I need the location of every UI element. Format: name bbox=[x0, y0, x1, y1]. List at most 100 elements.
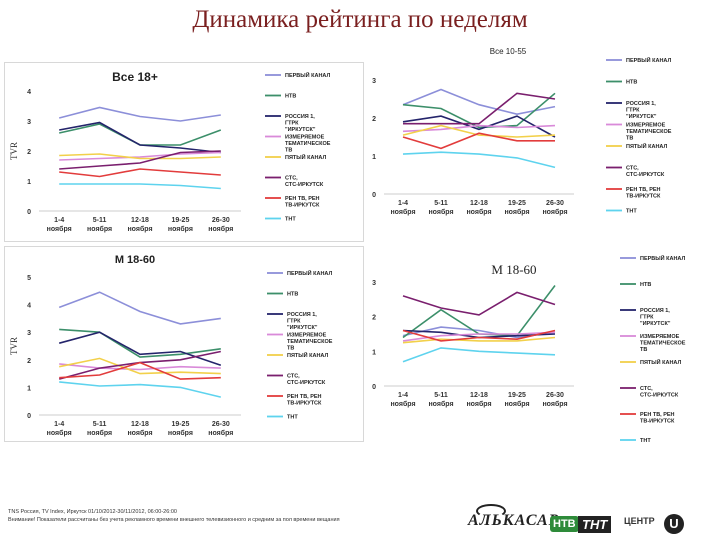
legend-label: НТВ bbox=[287, 292, 298, 298]
series-line bbox=[59, 357, 221, 375]
legend-label: ИЗМЕРЯЕМОЕ ТЕМАТИЧЕСКОЕ ТВ bbox=[640, 334, 686, 353]
series-line bbox=[403, 92, 556, 125]
series-line bbox=[402, 336, 556, 344]
legend-label: НТВ bbox=[626, 80, 637, 86]
x-tick-label: 12-18 ноября bbox=[466, 200, 491, 216]
y-axis-label: TVR bbox=[9, 337, 19, 355]
chart-title: Все 10-55 bbox=[490, 47, 527, 56]
y-tick-label: 0 bbox=[372, 192, 376, 199]
series-line bbox=[402, 291, 556, 316]
x-tick-label: 5-11 ноября bbox=[428, 392, 453, 408]
legend-label: ТНТ bbox=[626, 209, 637, 215]
y-tick-label: 2 bbox=[27, 149, 31, 156]
y-tick-label: 1 bbox=[27, 385, 31, 392]
x-tick-label: 19-25 ноября bbox=[168, 421, 193, 437]
x-tick-label: 26-30 ноября bbox=[542, 200, 567, 216]
alkasar-logo: АЛЬКАСАР bbox=[468, 504, 559, 530]
series-line bbox=[402, 124, 556, 133]
series-line bbox=[59, 328, 221, 358]
page-title: Динамика рейтинга по неделям bbox=[192, 6, 528, 33]
series-line bbox=[402, 115, 556, 138]
source-note: TNS Россия, TV Index, Иркутск 01/10/2012… bbox=[8, 509, 340, 523]
x-tick-label: 5-11 ноября bbox=[87, 217, 112, 233]
legend-label: ПЯТЫЙ КАНАЛ bbox=[287, 351, 328, 359]
chart-all-10-55: Все 10-55 TVR 0 1 2 3 1-4 ноября 5-11 ноября 12-18… bbox=[362, 42, 716, 232]
y-axis-label: TVR bbox=[362, 128, 364, 146]
legend-label: СТС, СТС-ИРКУТСК bbox=[287, 374, 326, 387]
series-line bbox=[58, 291, 221, 325]
chart-svg: М 18-60 TVR 0 1 2 3 1-4 ноября 5-11 ноября 12-18 но… bbox=[362, 254, 686, 444]
series-line bbox=[59, 123, 222, 146]
chart-title: Все 18+ bbox=[112, 70, 158, 84]
x-tick-label: 19-25 ноября bbox=[504, 200, 529, 216]
legend-label: НТВ bbox=[285, 94, 296, 100]
chart-m-18-60-left: М 18-60 TVR 0 1 2 3 4 5 1-4 ноября 5-11 ноября 12-18… bbox=[4, 246, 364, 442]
legend-label: ПЕРВЫЙ КАНАЛ bbox=[285, 71, 330, 79]
y-tick-label: 1 bbox=[372, 154, 376, 161]
series-line bbox=[59, 168, 221, 178]
legend-label: СТС, СТС-ИРКУТСК bbox=[626, 166, 665, 179]
x-tick-label: 26-30 ноября bbox=[208, 421, 233, 437]
series-line bbox=[59, 363, 221, 371]
series-line bbox=[59, 183, 221, 190]
chart-title: М 18-60 bbox=[491, 262, 536, 277]
x-tick-label: 1-4 ноября bbox=[47, 217, 72, 233]
y-tick-label: 2 bbox=[372, 315, 376, 322]
chart-svg: Все 18+ TVR 0 1 2 3 4 1-4 ноября 5-11 ноября 12-18 н… bbox=[9, 70, 331, 233]
legend-label: ИЗМЕРЯЕМОЕ ТЕМАТИЧЕСКОЕ ТВ bbox=[285, 135, 331, 154]
legend-label: РЕН ТВ, РЕН ТВ-ИРКУТСК bbox=[640, 412, 675, 425]
y-tick-label: 3 bbox=[27, 330, 31, 337]
legend-label: ПЕРВЫЙ КАНАЛ bbox=[626, 56, 671, 64]
x-tick-label: 1-4 ноября bbox=[390, 200, 415, 216]
y-tick-label: 2 bbox=[372, 116, 376, 123]
y-tick-label: 3 bbox=[27, 119, 31, 126]
series-line bbox=[59, 150, 221, 170]
y-tick-label: 0 bbox=[27, 413, 31, 420]
legend-label: РЕН ТВ, РЕН ТВ-ИРКУТСК bbox=[285, 196, 320, 209]
tnt-logo: ТНТ bbox=[578, 516, 612, 533]
y-tick-label: 4 bbox=[27, 89, 31, 96]
y-tick-label: 0 bbox=[372, 384, 376, 391]
legend-label: ТНТ bbox=[285, 217, 296, 223]
series-line bbox=[59, 381, 221, 398]
series-line bbox=[402, 151, 556, 169]
x-tick-label: 12-18 ноября bbox=[127, 421, 152, 437]
x-tick-label: 5-11 ноября bbox=[428, 200, 453, 216]
y-tick-label: 1 bbox=[372, 349, 376, 356]
x-tick-label: 26-30 ноября bbox=[542, 392, 567, 408]
legend-label: НТВ bbox=[640, 282, 651, 288]
chart-m-18-60-right: М 18-60 TVR 0 1 2 3 1-4 ноября 5-11 ноября 12-18 но… bbox=[362, 244, 716, 454]
x-tick-label: 12-18 ноября bbox=[127, 217, 152, 233]
series-line bbox=[58, 350, 221, 380]
x-tick-label: 1-4 ноября bbox=[47, 421, 72, 437]
series-line bbox=[58, 106, 221, 122]
x-tick-label: 5-11 ноября bbox=[87, 421, 112, 437]
series-line bbox=[402, 92, 556, 129]
legend-label: РОССИЯ 1, ГТРК "ИРКУТСК" bbox=[640, 308, 671, 327]
legend-label: РОССИЯ 1, ГТРК "ИРКУТСК" bbox=[626, 101, 657, 120]
legend-label: СТС, СТС-ИРКУТСК bbox=[640, 386, 679, 399]
series-line bbox=[58, 331, 222, 367]
y-tick-label: 3 bbox=[372, 78, 376, 85]
series-line bbox=[402, 88, 556, 116]
legend-label: ТНТ bbox=[640, 438, 651, 444]
legend-label: РОССИЯ 1, ГТРК "ИРКУТСК" bbox=[287, 312, 318, 331]
series-line bbox=[59, 361, 221, 380]
series-line bbox=[59, 121, 221, 154]
alkasar-mark-icon bbox=[476, 504, 506, 518]
x-tick-label: 12-18 ноября bbox=[466, 392, 491, 408]
legend-label: ТНТ bbox=[287, 415, 298, 421]
legend-label: РЕН ТВ, РЕН ТВ-ИРКУТСК bbox=[287, 394, 322, 407]
u-logo: U bbox=[664, 514, 684, 534]
legend-label: ИЗМЕРЯЕМОЕ ТЕМАТИЧЕСКОЕ ТВ bbox=[287, 333, 333, 352]
y-tick-label: 5 bbox=[27, 275, 31, 282]
series-line bbox=[59, 151, 221, 161]
y-tick-label: 4 bbox=[27, 303, 31, 310]
y-tick-label: 0 bbox=[27, 209, 31, 216]
x-tick-label: 19-25 ноября bbox=[504, 392, 529, 408]
y-tick-label: 3 bbox=[372, 280, 376, 287]
legend-label: ПЕРВЫЙ КАНАЛ bbox=[640, 254, 685, 262]
series-line bbox=[402, 132, 555, 150]
ntv-logo: НТВ bbox=[550, 516, 579, 532]
y-tick-label: 2 bbox=[27, 358, 31, 365]
